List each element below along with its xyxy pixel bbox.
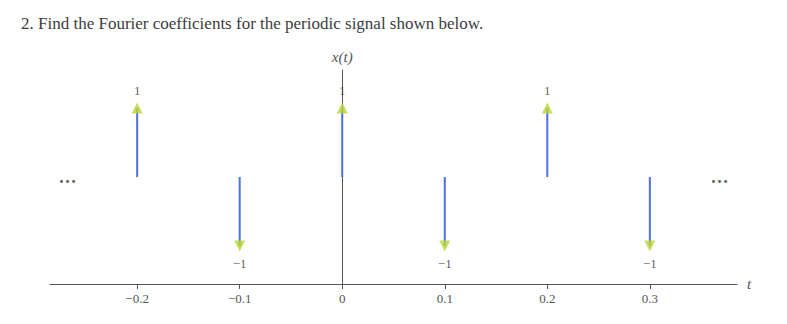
svg-text:t: t <box>747 276 752 292</box>
svg-text:2. Find the Fourier coefficien: 2. Find the Fourier coefficients for the… <box>21 14 483 33</box>
svg-text:−1: −1 <box>233 256 247 271</box>
svg-text:1: 1 <box>134 83 141 98</box>
svg-text:1: 1 <box>339 83 346 98</box>
svg-text:0.1: 0.1 <box>437 291 453 306</box>
svg-text:0.3: 0.3 <box>642 291 658 306</box>
svg-text:0.2: 0.2 <box>539 291 555 306</box>
svg-text:1: 1 <box>544 83 551 98</box>
svg-text:0: 0 <box>339 291 346 306</box>
svg-text:−0.1: −0.1 <box>228 291 252 306</box>
svg-text:−1: −1 <box>438 256 452 271</box>
svg-text:…: … <box>711 167 729 187</box>
svg-text:x(t): x(t) <box>331 49 353 66</box>
svg-text:−1: −1 <box>643 256 657 271</box>
svg-text:…: … <box>58 167 76 187</box>
svg-text:−0.2: −0.2 <box>125 291 149 306</box>
